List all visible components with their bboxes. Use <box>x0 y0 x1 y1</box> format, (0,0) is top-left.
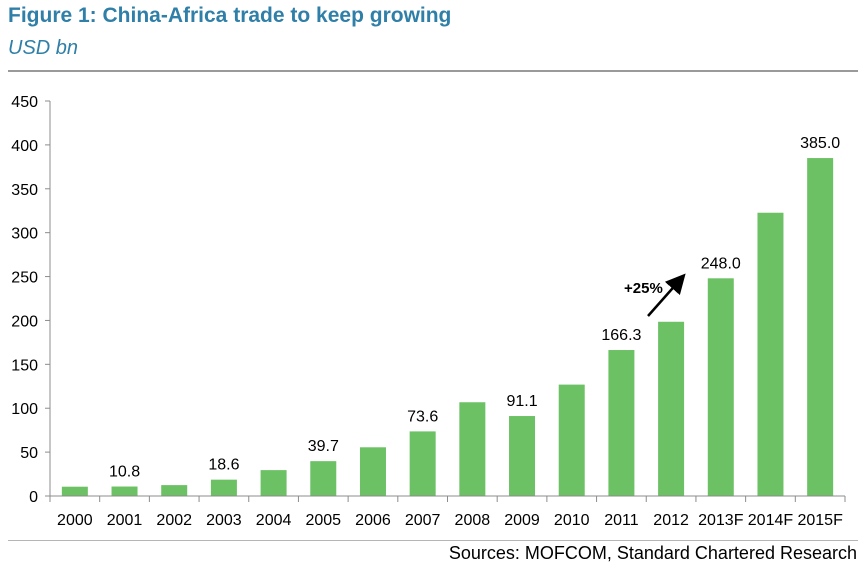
x-tick-label: 2014F <box>748 512 794 529</box>
x-tick-label: 2013F <box>698 512 744 529</box>
bar <box>658 321 685 496</box>
x-axis: 2000 2001 2002 2003 2004 2005 2006 2007 2008 2009… <box>49 495 846 529</box>
growth-annotation-label: +25% <box>624 280 663 297</box>
bar <box>509 416 536 496</box>
x-tick-label: 2006 <box>355 512 391 529</box>
title-divider <box>8 70 858 72</box>
x-tick-label: 2001 <box>107 512 143 529</box>
data-label: 385.0 <box>800 135 840 152</box>
growth-annotation: +25% <box>624 273 686 317</box>
bar <box>807 158 834 497</box>
x-tick-label: 2000 <box>57 512 93 529</box>
y-axis: 0 50 100 150 200 250 300 350 400 450 <box>11 94 51 506</box>
x-tick-label: 2009 <box>504 512 540 529</box>
x-tick-label: 2003 <box>206 512 242 529</box>
source-note: Sources: MOFCOM, Standard Chartered Rese… <box>448 543 857 563</box>
chart-subtitle: USD bn <box>8 37 79 59</box>
bar <box>161 485 188 496</box>
x-tick-label: 2015F <box>797 512 843 529</box>
chart-title: Figure 1: China-Africa trade to keep gro… <box>8 4 452 27</box>
x-tick-label: 2007 <box>405 512 441 529</box>
bar <box>359 447 386 496</box>
y-tick-label: 200 <box>11 313 38 330</box>
bar <box>409 431 436 496</box>
data-label: 166.3 <box>601 327 641 344</box>
x-tick-label: 2005 <box>305 512 341 529</box>
bar <box>459 402 486 496</box>
bar <box>61 486 88 496</box>
data-label: 91.1 <box>506 393 537 410</box>
x-tick-label: 2008 <box>455 512 491 529</box>
data-label: 10.8 <box>109 464 140 481</box>
y-tick-label: 400 <box>11 138 38 155</box>
bar <box>310 461 337 496</box>
x-tick-label: 2012 <box>653 512 689 529</box>
y-tick-label: 100 <box>11 401 38 418</box>
y-tick-label: 250 <box>11 270 38 287</box>
x-tick-label: 2010 <box>554 512 590 529</box>
bar <box>111 486 138 496</box>
x-tick-label: 2002 <box>156 512 192 529</box>
source-divider <box>8 540 858 541</box>
bar <box>757 212 784 497</box>
data-label: 39.7 <box>308 438 339 455</box>
x-tick-label: 2011 <box>604 512 639 529</box>
bar <box>558 384 585 496</box>
y-tick-label: 150 <box>11 357 38 374</box>
y-tick-label: 450 <box>11 94 38 111</box>
data-label: 73.6 <box>407 408 438 425</box>
y-tick-label: 0 <box>29 489 38 506</box>
bar <box>707 278 734 496</box>
y-tick-label: 50 <box>20 445 38 462</box>
bar <box>260 470 287 496</box>
bar-series: 10.8 18.6 39.7 73.6 91.1 166.3 248.0 385.0 <box>61 135 840 497</box>
x-tick-label: 2004 <box>256 512 292 529</box>
y-tick-label: 350 <box>11 182 38 199</box>
data-label: 18.6 <box>208 457 239 474</box>
bar <box>608 350 635 496</box>
y-tick-label: 300 <box>11 226 38 243</box>
bar-chart: 0 50 100 150 200 250 300 350 400 450 10.8 18.6 39.7… <box>11 94 846 529</box>
growth-arrow <box>647 273 686 317</box>
data-label: 248.0 <box>701 255 741 272</box>
bar <box>210 479 237 496</box>
